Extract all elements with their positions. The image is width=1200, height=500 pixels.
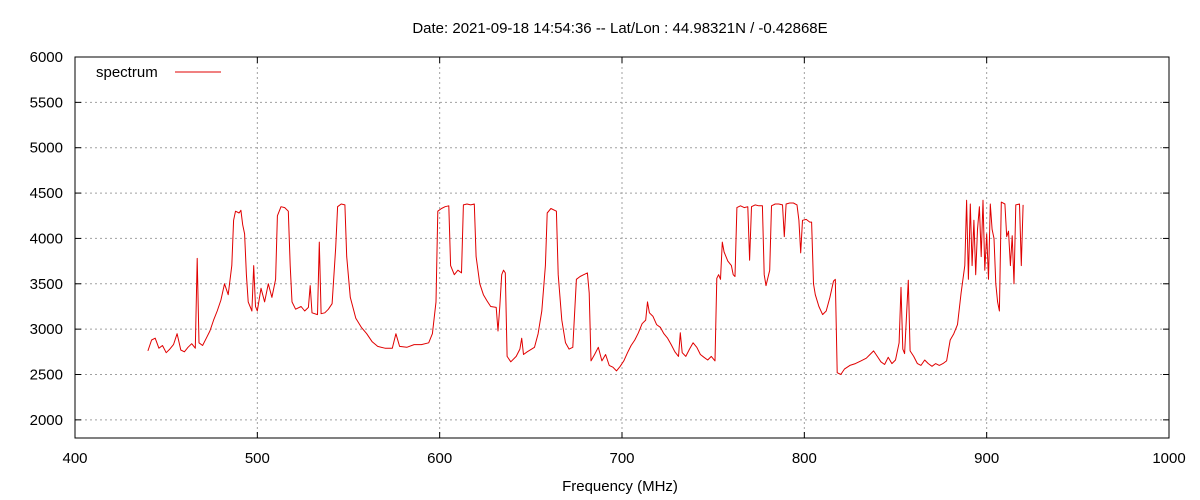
y-tick-label: 4000: [30, 230, 63, 247]
y-tick-label: 4500: [30, 185, 63, 202]
y-tick-label: 2000: [30, 412, 63, 429]
x-tick-label: 500: [245, 450, 270, 467]
series-line-spectrum: [147, 199, 1024, 375]
tick-layer: 2000 2500 3000 3500 4000 4500 5000 5500 6000 400 5…: [30, 49, 1186, 467]
y-tick-label: 2500: [30, 367, 63, 384]
y-tick-label: 3000: [30, 321, 63, 338]
x-tick-label: 800: [792, 450, 817, 467]
x-tick-label: 900: [974, 450, 999, 467]
series-layer: [147, 199, 1024, 375]
chart-title: Date: 2021-09-18 14:54:36 -- Lat/Lon : 4…: [412, 20, 827, 37]
x-tick-label: 600: [427, 450, 452, 467]
y-tick-label: 6000: [30, 49, 63, 66]
legend: spectrum: [96, 64, 221, 81]
x-axis-label: Frequency (MHz): [562, 478, 678, 495]
y-tick-label: 3500: [30, 276, 63, 293]
y-tick-label: 5000: [30, 140, 63, 157]
grid-layer: [75, 57, 1169, 438]
legend-label: spectrum: [96, 64, 158, 81]
x-tick-label: 400: [62, 450, 87, 467]
y-tick-label: 5500: [30, 94, 63, 111]
x-tick-label: 700: [609, 450, 634, 467]
x-tick-label: 1000: [1152, 450, 1185, 467]
plot-frame: [74, 56, 1170, 439]
